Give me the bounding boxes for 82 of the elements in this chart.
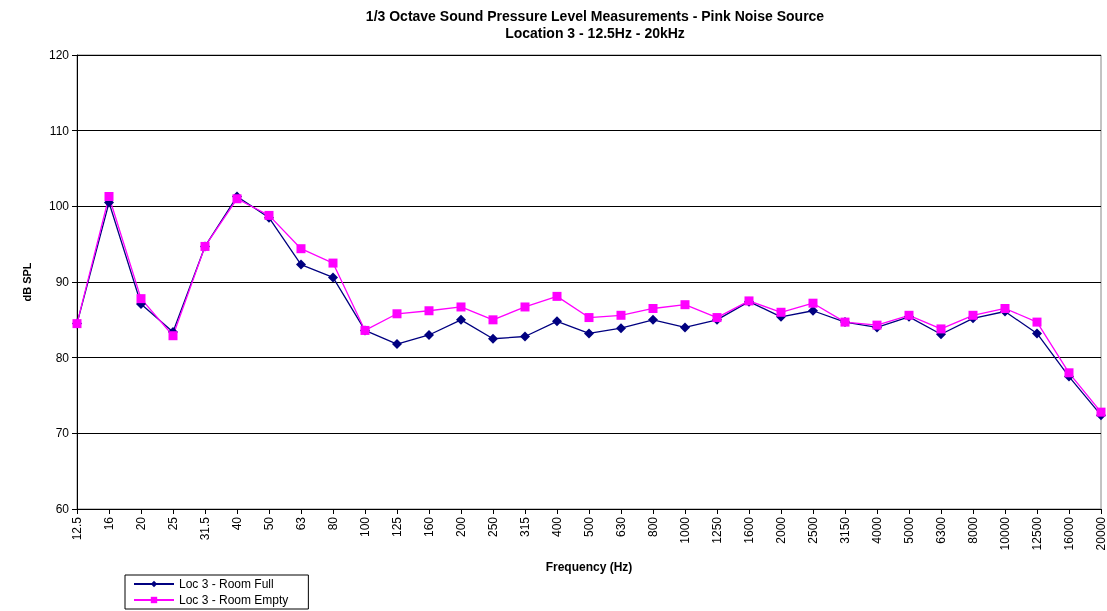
x-tick-label: 160 <box>422 516 436 538</box>
y-tick-label: 70 <box>55 426 70 441</box>
point <box>776 307 786 317</box>
point <box>520 331 530 342</box>
x-axis-title: Frequency (Hz) <box>545 560 633 574</box>
point <box>648 303 658 313</box>
point <box>488 333 498 344</box>
y-tick-label: 120 <box>48 48 70 62</box>
point <box>296 259 306 270</box>
x-tick-label: 80 <box>326 516 340 531</box>
point <box>168 331 178 341</box>
x-tick-label: 630 <box>614 516 628 538</box>
point <box>616 323 626 334</box>
x-tick-label: 1000 <box>678 516 692 544</box>
point <box>552 291 562 301</box>
x-tick-label: 20 <box>134 516 148 531</box>
x-tick-label: 25 <box>166 516 180 531</box>
point <box>616 310 626 320</box>
point <box>328 272 338 283</box>
x-tick-label: 10000 <box>998 516 1012 551</box>
chart-title: 1/3 Octave Sound Pressure Level Measurements - Pink Noise Source <box>365 8 825 24</box>
x-tick-label: 1600 <box>742 516 756 544</box>
point <box>648 314 658 325</box>
point <box>104 192 114 201</box>
legend-label: Loc 3 - Room Empty <box>179 593 289 607</box>
x-tick-label: 4000 <box>870 516 884 544</box>
x-tick-label: 200 <box>454 516 468 538</box>
x-tick-label: 8000 <box>966 516 980 544</box>
point <box>136 294 146 304</box>
point <box>1032 317 1042 327</box>
x-tick-label: 12.5 <box>70 516 84 541</box>
x-tick-label: 2000 <box>774 516 788 544</box>
x-tick-label: 16000 <box>1062 516 1076 551</box>
y-axis-title: dB SPL <box>20 262 33 302</box>
x-tick-label: 31.5 <box>198 516 212 541</box>
point <box>680 300 690 310</box>
point <box>456 302 466 312</box>
x-tick-label: 500 <box>582 516 596 538</box>
legend-label: Loc 3 - Room Full <box>179 577 274 591</box>
x-tick-label: 315 <box>518 516 532 538</box>
x-tick-label: 250 <box>486 516 500 538</box>
y-tick-label: 80 <box>55 350 70 365</box>
x-tick-label: 50 <box>262 516 276 531</box>
point <box>936 324 946 334</box>
y-tick-label: 90 <box>55 275 70 289</box>
point <box>552 316 562 327</box>
point <box>808 298 818 308</box>
point <box>488 315 498 325</box>
y-tick-label: 110 <box>49 123 70 138</box>
x-tick-label: 800 <box>646 516 660 538</box>
x-tick-label: 2500 <box>806 516 820 544</box>
x-tick-label: 400 <box>550 516 564 538</box>
x-tick-label: 16 <box>102 516 116 531</box>
point <box>1064 368 1074 378</box>
x-tick-label: 40 <box>230 516 244 531</box>
point <box>296 244 306 254</box>
point <box>584 313 594 323</box>
y-tick-label: 60 <box>55 502 70 516</box>
point <box>1000 303 1010 313</box>
x-tick-label: 12500 <box>1030 516 1044 551</box>
x-tick-label: 3150 <box>838 516 852 544</box>
y-tick-label: 100 <box>48 199 70 214</box>
x-tick-label: 1250 <box>710 516 724 544</box>
point <box>680 322 690 333</box>
x-tick-label: 100 <box>358 516 372 538</box>
point <box>424 329 434 340</box>
point <box>424 306 434 316</box>
point <box>456 314 466 325</box>
point <box>1096 407 1106 417</box>
x-tick-label: 63 <box>294 516 308 531</box>
point <box>520 302 530 312</box>
point <box>1032 328 1042 339</box>
x-tick-label: 125 <box>390 516 404 538</box>
point <box>584 328 594 339</box>
point <box>968 310 978 320</box>
x-tick-label: 20000 <box>1094 516 1107 551</box>
chart-subtitle: Location 3 - 12.5Hz - 20kHz <box>505 25 685 41</box>
point <box>392 339 402 350</box>
point <box>392 309 402 319</box>
point <box>328 258 338 268</box>
x-tick-label: 5000 <box>902 516 916 544</box>
x-tick-label: 6300 <box>934 516 948 544</box>
